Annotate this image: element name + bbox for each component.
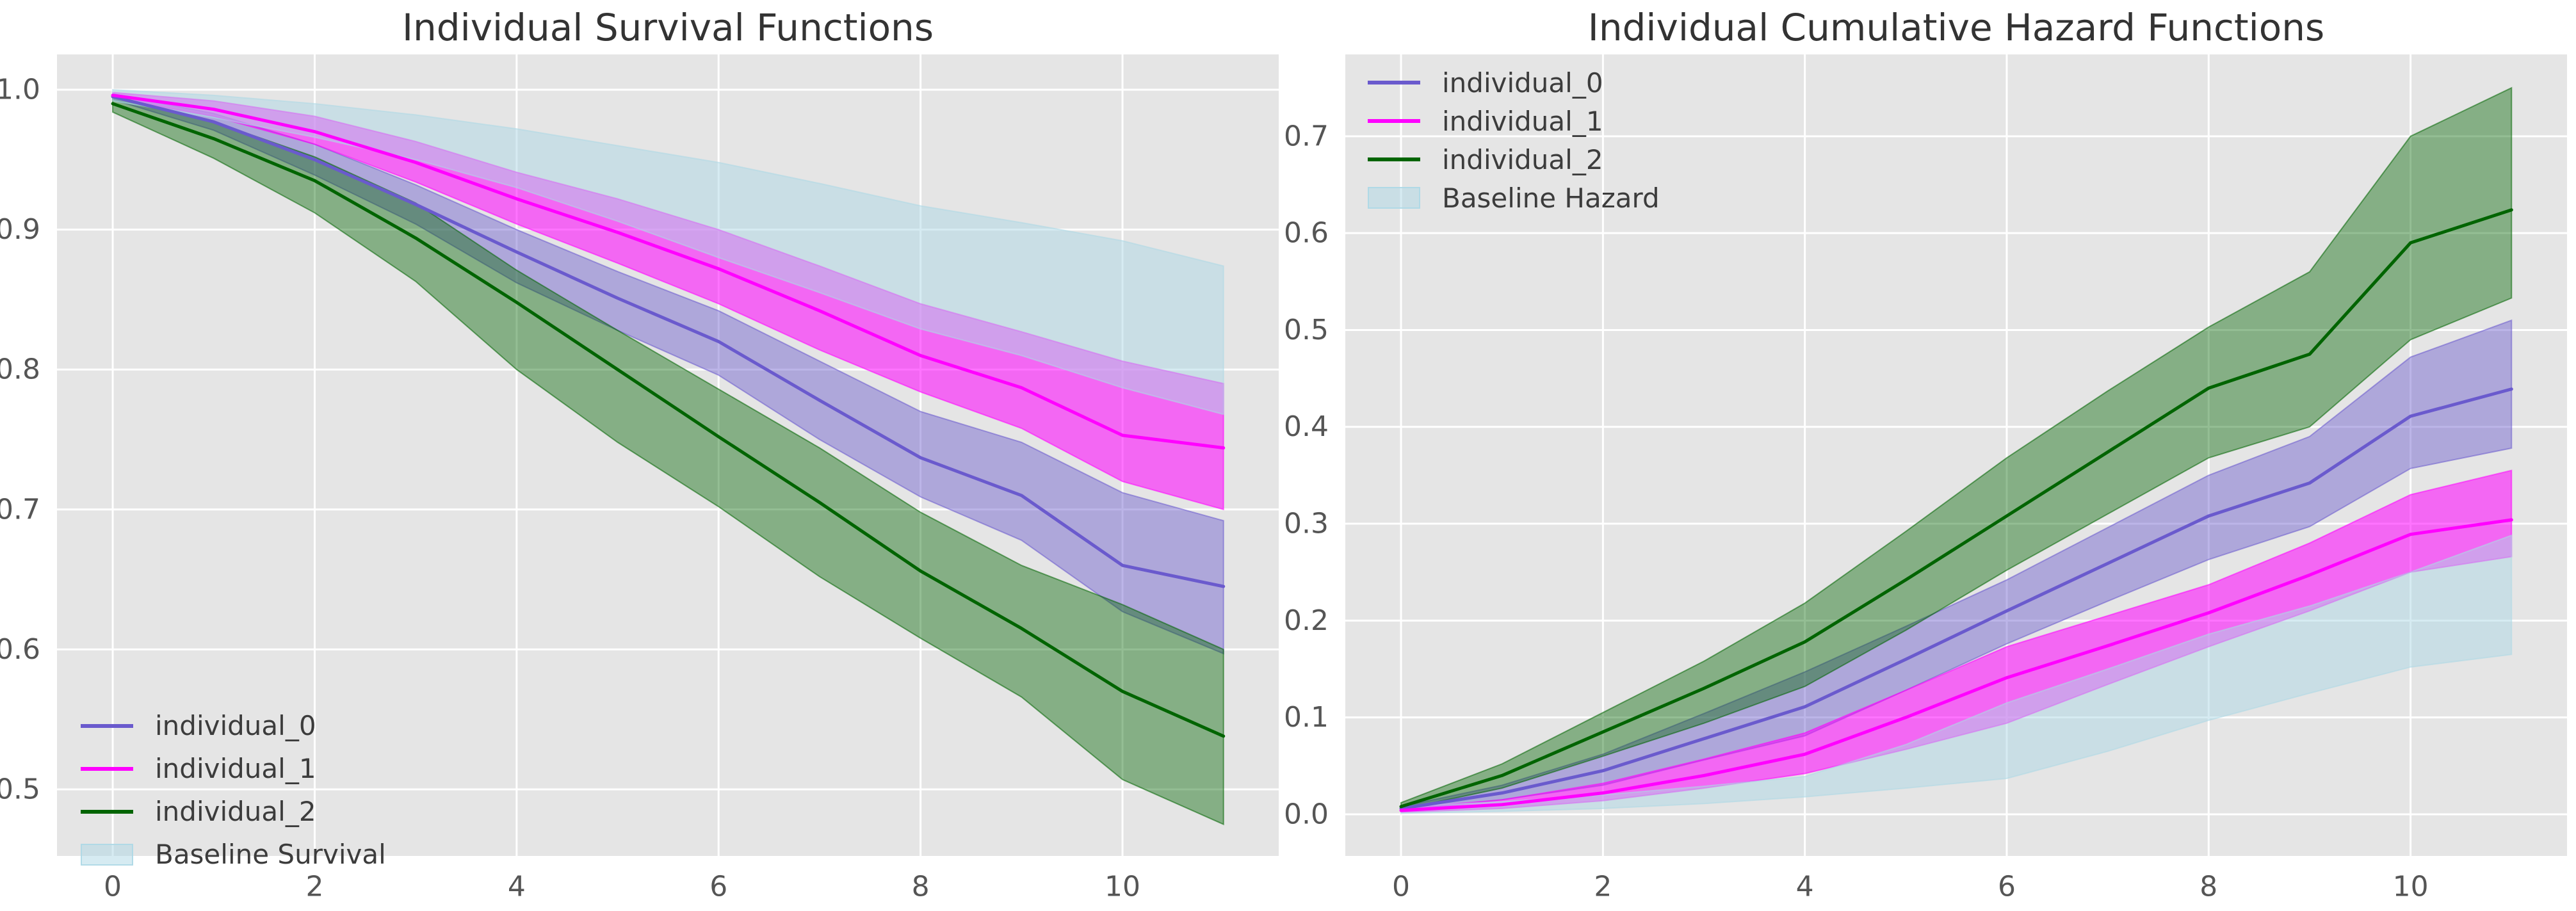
band-baseline-hazard (1400, 534, 2513, 814)
line-individual_1 (111, 93, 1226, 450)
legend-line-swatch (81, 809, 133, 814)
band-individual_2 (1400, 86, 2513, 810)
x-tick-label: 6 (1998, 871, 2016, 903)
x-tick-label: 6 (709, 871, 727, 903)
survival-plot-title: Individual Survival Functions (401, 6, 934, 49)
legend-item-individual_2: individual_2 (81, 790, 386, 833)
hazard-plot-title: Individual Cumulative Hazard Functions (1587, 6, 2325, 49)
line-individual_2 (1399, 208, 2513, 809)
y-tick-label: 0.7 (1284, 120, 1329, 152)
legend-item-individual_0: individual_0 (81, 704, 386, 747)
survival-legend: individual_0 individual_1 individual_2 Base… (81, 704, 386, 876)
x-tick-label: 8 (912, 871, 930, 903)
x-tick-label: 4 (508, 871, 526, 903)
line-individual_2 (111, 102, 1226, 738)
x-tick-label: 10 (1105, 871, 1140, 903)
hazard-legend: individual_0 individual_1 individual_2 Base… (1368, 63, 1660, 217)
y-tick-label: 0.6 (0, 633, 40, 666)
legend-item-baseline-hazard: Baseline Hazard (1368, 179, 1660, 217)
legend-item-individual_0: individual_0 (1368, 63, 1660, 102)
legend-label: individual_0 (155, 710, 316, 741)
x-tick-label: 4 (1796, 871, 1814, 903)
y-tick-label: 0.0 (1284, 798, 1329, 830)
y-tick-label: 0.8 (0, 353, 40, 386)
y-tick-label: 0.9 (0, 213, 40, 246)
legend-line-swatch (1368, 157, 1420, 161)
legend-patch-swatch (81, 843, 133, 866)
y-tick-label: 0.4 (1284, 410, 1329, 443)
x-tick-label: 2 (1594, 871, 1612, 903)
legend-item-individual_2: individual_2 (1368, 140, 1660, 179)
legend-item-individual_1: individual_1 (1368, 102, 1660, 140)
line-individual_0 (1399, 387, 2513, 810)
legend-item-individual_1: individual_1 (81, 747, 386, 790)
legend-line-swatch (1368, 119, 1420, 123)
legend-line-swatch (81, 766, 133, 771)
y-tick-label: 0.2 (1284, 604, 1329, 637)
legend-patch-swatch (1368, 187, 1420, 209)
y-tick-label: 0.5 (1284, 314, 1329, 346)
y-tick-label: 0.1 (1284, 701, 1329, 734)
legend-label: individual_2 (155, 796, 316, 827)
x-tick-label: 0 (104, 871, 122, 903)
legend-label: individual_1 (155, 753, 316, 784)
line-individual_1 (1399, 518, 2513, 812)
legend-label: Baseline Hazard (1442, 182, 1660, 214)
line-individual_0 (111, 95, 1226, 588)
x-tick-label: 10 (2393, 871, 2429, 903)
legend-label: individual_0 (1442, 67, 1603, 99)
y-tick-label: 0.3 (1284, 508, 1329, 540)
legend-label: Baseline Survival (155, 839, 386, 870)
legend-label: individual_2 (1442, 143, 1603, 175)
legend-label: individual_1 (1442, 105, 1603, 137)
legend-item-baseline-survival: Baseline Survival (81, 833, 386, 876)
x-tick-label: 8 (2199, 871, 2217, 903)
x-tick-label: 2 (305, 871, 323, 903)
y-tick-label: 1.0 (0, 74, 40, 106)
y-tick-label: 0.6 (1284, 217, 1329, 250)
y-tick-label: 0.7 (0, 493, 40, 526)
band-baseline-survival (112, 89, 1224, 415)
x-tick-label: 0 (1392, 871, 1410, 903)
y-tick-label: 0.5 (0, 773, 40, 805)
legend-line-swatch (1368, 81, 1420, 85)
band-individual_2 (112, 97, 1224, 826)
legend-line-swatch (81, 723, 133, 728)
